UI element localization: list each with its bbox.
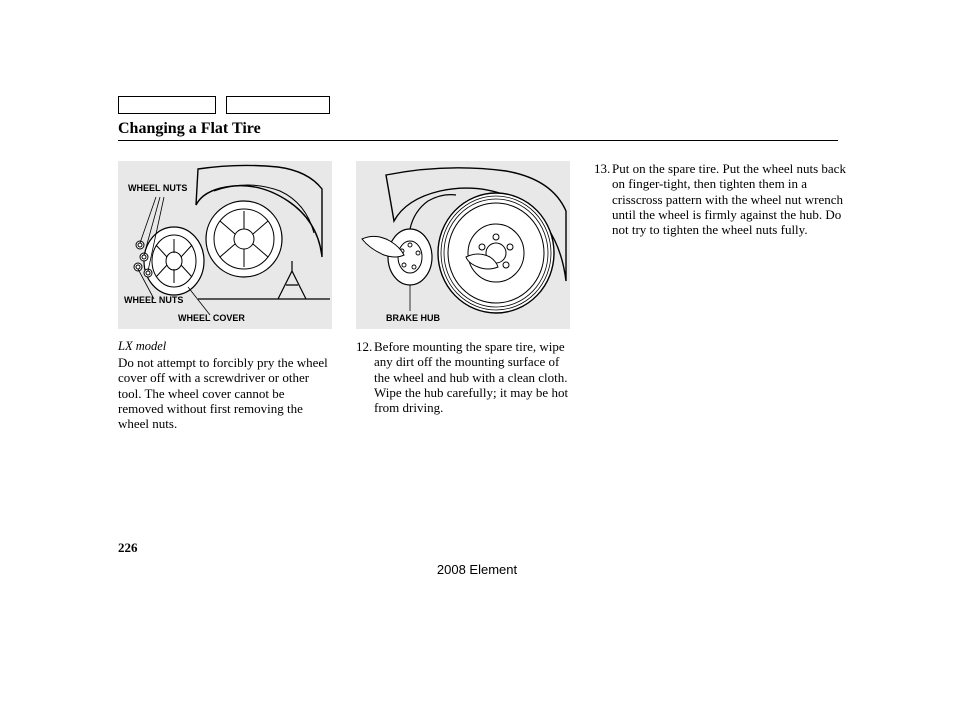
step-12-number: 12. <box>356 339 374 416</box>
brake-hub-illustration <box>356 161 570 329</box>
column-2: BRAKE HUB 12. Before mounting the spare … <box>356 161 570 531</box>
page-title: Changing a Flat Tire <box>118 120 838 138</box>
figure-wheel-cover: WHEEL NUTS WHEEL NUTS WHEEL COVER <box>118 161 332 329</box>
footer-text: 2008 Element <box>0 562 954 577</box>
content-columns: WHEEL NUTS WHEEL NUTS WHEEL COVER LX mod… <box>118 161 838 531</box>
step-13: 13. Put on the spare tire. Put the wheel… <box>594 161 854 238</box>
label-wheel-nuts-bottom: WHEEL NUTS <box>124 295 183 305</box>
page-content: Changing a Flat Tire <box>118 96 838 531</box>
column-1: WHEEL NUTS WHEEL NUTS WHEEL COVER LX mod… <box>118 161 332 531</box>
label-wheel-cover: WHEEL COVER <box>178 313 245 323</box>
header-placeholder-boxes <box>118 96 838 114</box>
col1-body-text: Do not attempt to forcibly pry the wheel… <box>118 355 332 432</box>
label-wheel-nuts-top: WHEEL NUTS <box>128 183 187 193</box>
step-13-text: Put on the spare tire. Put the wheel nut… <box>612 161 854 238</box>
label-brake-hub: BRAKE HUB <box>386 313 440 323</box>
header-box-1 <box>118 96 216 114</box>
step-12: 12. Before mounting the spare tire, wipe… <box>356 339 570 416</box>
header-box-2 <box>226 96 330 114</box>
model-caption: LX model <box>118 339 332 354</box>
title-rule <box>118 140 838 141</box>
figure-brake-hub: BRAKE HUB <box>356 161 570 329</box>
column-3: 13. Put on the spare tire. Put the wheel… <box>594 161 854 531</box>
step-12-text: Before mounting the spare tire, wipe any… <box>374 339 570 416</box>
step-13-number: 13. <box>594 161 612 238</box>
page-number: 226 <box>118 540 138 556</box>
